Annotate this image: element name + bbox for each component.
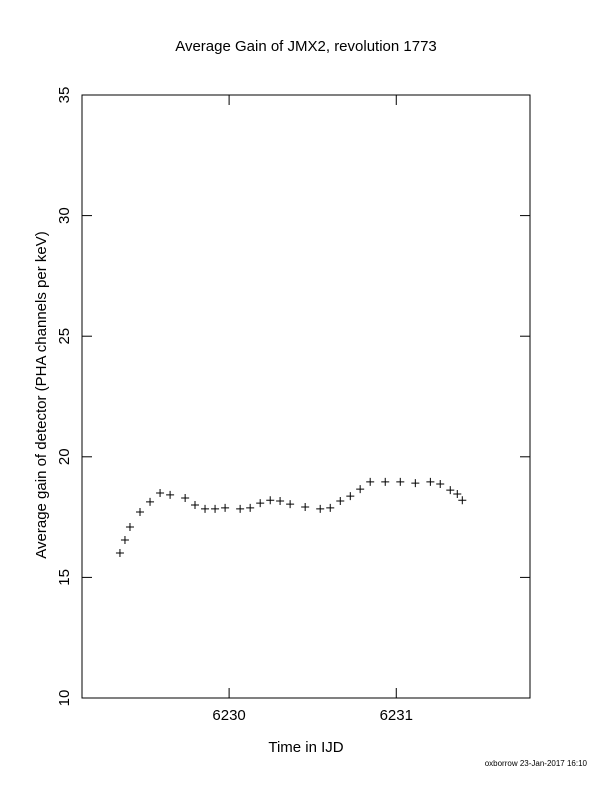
chart-title: Average Gain of JMX2, revolution 1773 — [175, 38, 437, 55]
data-point — [256, 499, 265, 508]
data-point — [436, 480, 445, 489]
data-point — [426, 477, 435, 486]
data-point — [411, 479, 420, 488]
y-tick-label: 15 — [56, 569, 73, 586]
y-axis-label: Average gain of detector (PHA channels p… — [33, 231, 50, 558]
data-point — [246, 503, 255, 512]
data-point — [201, 504, 210, 513]
data-point — [236, 504, 245, 513]
data-point — [396, 477, 405, 486]
y-tick-label: 10 — [56, 690, 73, 707]
x-tick-label: 6230 — [212, 707, 245, 724]
data-point — [301, 502, 310, 511]
y-tick-label: 25 — [56, 328, 73, 345]
data-point — [381, 477, 390, 486]
y-tick-label: 30 — [56, 207, 73, 224]
data-point — [346, 492, 355, 501]
data-point — [120, 536, 129, 545]
data-point — [266, 496, 275, 505]
x-tick-label: 6231 — [380, 707, 413, 724]
data-point — [181, 494, 190, 503]
data-point — [146, 497, 155, 506]
x-axis-label: Time in IJD — [268, 739, 343, 756]
data-point — [115, 549, 124, 558]
data-point — [366, 477, 375, 486]
data-point — [156, 488, 165, 497]
data-point — [286, 500, 295, 509]
data-point — [211, 504, 220, 513]
y-tick-label: 35 — [56, 87, 73, 104]
data-point — [316, 504, 325, 513]
y-tick-label: 20 — [56, 448, 73, 465]
data-point — [136, 508, 145, 517]
data-point — [356, 485, 365, 494]
data-point — [326, 503, 335, 512]
data-point — [191, 501, 200, 510]
data-point — [125, 522, 134, 531]
data-point — [166, 490, 175, 499]
data-point — [336, 496, 345, 505]
data-point — [458, 496, 467, 505]
data-point — [453, 489, 462, 498]
plot-frame — [81, 94, 531, 699]
data-point — [221, 503, 230, 512]
data-point — [276, 496, 285, 505]
data-point — [446, 486, 455, 495]
footer: oxborrow 23-Jan-2017 16:10 — [485, 759, 588, 768]
